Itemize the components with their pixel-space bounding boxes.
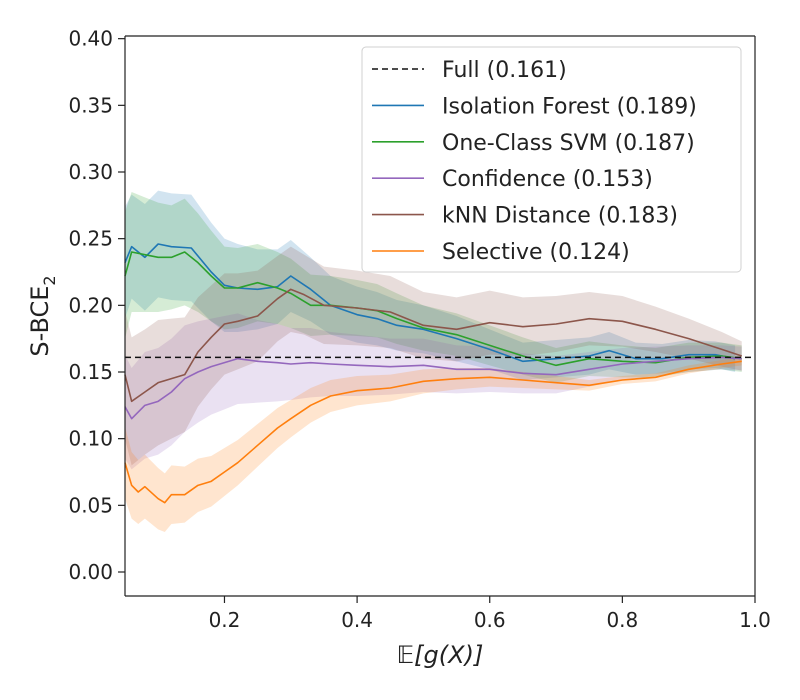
confidence-bands [125,190,742,532]
confidence-line [124,356,742,420]
selective-band [125,357,742,532]
legend-label-knn-distance: kNN Distance (0.183) [442,204,678,229]
y-tick-label: 0.30 [68,160,113,184]
series-lines [124,243,742,504]
y-ticks: 0.00 0.05 0.10 0.15 0.20 0.25 0.30 0.35 0.40 [68,27,125,584]
y-tick-label: 0.00 [68,560,113,584]
y-tick-label: 0.40 [68,27,113,51]
x-ticks: 0.2 0.4 0.6 0.8 1.0 [209,596,771,632]
y-tick-label: 0.05 [68,493,113,517]
one-class-svm-band [125,192,742,383]
y-axis-label-main: S-BCE [26,286,54,357]
knn-distance-line [124,288,742,403]
y-tick-label: 0.35 [68,93,113,117]
legend-box [361,46,742,273]
x-axis-label: 𝔼[g(X)] [397,641,484,669]
x-tick-label: 0.2 [209,608,241,632]
legend-label-confidence: Confidence (0.153) [442,167,653,192]
y-tick-label: 0.15 [68,360,113,384]
isolation-forest-line [124,243,736,363]
legend-label-full: Full (0.161) [442,58,567,83]
x-tick-label: 0.4 [341,608,373,632]
legend: Full (0.161) Isolation Forest (0.189) One-… [361,46,742,273]
y-tick-label: 0.20 [68,293,113,317]
y-axis-label-subscript: 2 [40,275,59,285]
x-tick-label: 1.0 [739,608,771,632]
legend-label-selective: Selective (0.124) [442,240,630,265]
legend-label-isolation-forest: Isolation Forest (0.189) [442,94,697,119]
confidence-band [125,313,742,470]
legend-label-one-class-svm: One-Class SVM (0.187) [442,131,695,156]
y-axis-label: S-BCE2 [26,275,59,356]
x-tick-label: 0.8 [606,608,638,632]
x-tick-label: 0.6 [474,608,506,632]
knn-distance-band [125,246,742,466]
y-tick-label: 0.25 [68,227,113,251]
y-tick-label: 0.10 [68,427,113,451]
selective-line [124,360,742,504]
